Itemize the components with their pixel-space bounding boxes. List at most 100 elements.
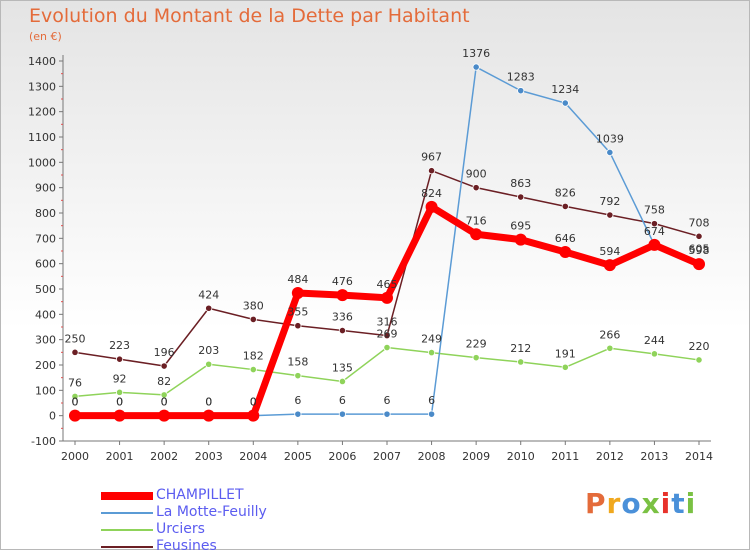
data-label-champillet: 824 [421, 187, 442, 200]
y-tick-label: 200 [35, 359, 56, 372]
data-label-feusines: 250 [65, 332, 86, 345]
data-label-feusines: 967 [421, 151, 442, 164]
data-label-la-motte-feuilly: 0 [161, 396, 168, 409]
y-tick-label: 0 [49, 410, 56, 423]
data-label-la-motte-feuilly: 0 [250, 396, 257, 409]
y-tick-label: 100 [35, 384, 56, 397]
data-point-feusines [71, 348, 79, 356]
data-label-la-motte-feuilly: 0 [116, 396, 123, 409]
x-tick-label: 2005 [284, 450, 312, 463]
data-point-urciers [472, 354, 480, 362]
data-label-feusines: 380 [243, 299, 264, 312]
data-point-feusines [160, 362, 168, 370]
y-tick-label: -100 [31, 435, 56, 448]
data-point-champillet [425, 200, 438, 213]
data-label-la-motte-feuilly: 6 [428, 394, 435, 407]
data-label-feusines: 223 [109, 339, 130, 352]
data-label-champillet: 484 [287, 273, 308, 286]
data-label-feusines: 336 [332, 311, 353, 324]
y-tick-label: 1200 [28, 106, 56, 119]
data-label-urciers: 269 [377, 328, 398, 341]
data-label-champillet: 716 [466, 214, 487, 227]
data-label-champillet: 0 [116, 396, 123, 409]
logo-letter: x [641, 487, 661, 520]
logo-letter: i [685, 487, 697, 520]
data-point-champillet [158, 409, 171, 422]
y-tick-label: 400 [35, 308, 56, 321]
x-tick-label: 2003 [195, 450, 223, 463]
data-label-champillet: 695 [510, 220, 531, 233]
data-label-champillet: 594 [599, 245, 620, 258]
data-label-champillet: 0 [161, 396, 168, 409]
data-label-la-motte-feuilly: 1234 [551, 83, 579, 96]
data-point-la-motte-feuilly [383, 410, 391, 418]
proxiti-logo[interactable]: Proxiti [585, 487, 696, 520]
data-point-feusines [695, 232, 703, 240]
data-point-feusines [383, 332, 391, 340]
data-label-urciers: 182 [243, 350, 264, 363]
x-tick-label: 2013 [640, 450, 668, 463]
data-point-feusines [427, 167, 436, 175]
data-point-urciers [695, 356, 703, 364]
data-label-la-motte-feuilly: 6 [294, 394, 301, 407]
data-point-champillet [648, 238, 661, 251]
data-point-feusines [338, 326, 347, 335]
data-point-champillet [470, 228, 483, 241]
x-tick-label: 2002 [150, 450, 178, 463]
data-point-champillet [202, 409, 215, 422]
data-label-feusines: 708 [689, 216, 710, 229]
x-tick-label: 2000 [61, 450, 89, 463]
data-point-urciers [294, 372, 302, 380]
legend-swatch-champillet [101, 491, 153, 500]
data-label-feusines: 792 [599, 195, 620, 208]
data-label-feusines: 196 [154, 346, 175, 359]
x-tick-label: 2004 [239, 450, 267, 463]
data-label-feusines: 758 [644, 204, 665, 217]
data-point-urciers [650, 350, 659, 358]
data-label-la-motte-feuilly: 0 [205, 396, 212, 409]
data-point-feusines [650, 220, 659, 228]
logo-letter: P [585, 487, 607, 520]
data-label-urciers: 191 [555, 347, 576, 360]
data-label-la-motte-feuilly: 1283 [507, 71, 535, 84]
legend-swatch-la-motte-feuilly [101, 511, 153, 514]
data-point-la-motte-feuilly [606, 148, 614, 157]
series-line-la-motte-feuilly [75, 66, 700, 417]
data-label-la-motte-feuilly: 6 [384, 394, 391, 407]
y-tick-label: 600 [35, 258, 56, 271]
data-point-urciers [606, 344, 614, 352]
data-label-feusines: 424 [198, 288, 219, 301]
data-label-champillet: 0 [205, 396, 212, 409]
data-point-champillet [514, 233, 527, 246]
data-label-urciers: 135 [332, 361, 353, 374]
chart-unit: (en €) [29, 30, 62, 43]
data-label-urciers: 212 [510, 342, 531, 355]
data-label-la-motte-feuilly: 0 [72, 396, 79, 409]
data-label-urciers: 266 [599, 328, 620, 341]
data-point-urciers [561, 363, 569, 371]
data-label-urciers: 158 [287, 356, 308, 369]
data-label-la-motte-feuilly: 1039 [596, 132, 624, 145]
x-tick-label: 2008 [418, 450, 446, 463]
y-tick-label: 700 [35, 232, 56, 245]
data-point-la-motte-feuilly [517, 87, 525, 95]
data-point-champillet [113, 409, 126, 422]
x-tick-label: 2009 [462, 450, 490, 463]
data-label-urciers: 203 [198, 344, 219, 357]
data-label-urciers: 229 [466, 338, 487, 351]
y-tick-label: 1300 [28, 80, 56, 93]
data-point-la-motte-feuilly [294, 410, 302, 418]
y-tick-label: 300 [35, 334, 56, 347]
logo-letter: o [621, 487, 642, 520]
data-point-urciers [383, 343, 391, 352]
chart-title: Evolution du Montant de la Dette par Hab… [29, 5, 470, 27]
data-point-champillet [336, 289, 349, 302]
data-label-champillet: 0 [250, 396, 257, 409]
data-point-feusines [249, 315, 257, 323]
data-point-champillet [693, 258, 705, 271]
data-point-feusines [606, 211, 614, 219]
data-point-champillet [291, 287, 304, 300]
data-label-urciers: 76 [68, 376, 82, 389]
